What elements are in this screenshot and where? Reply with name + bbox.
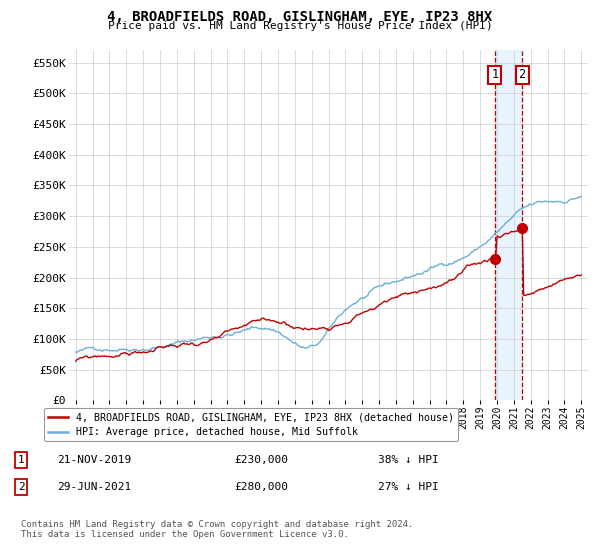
Text: Price paid vs. HM Land Registry's House Price Index (HPI): Price paid vs. HM Land Registry's House … bbox=[107, 21, 493, 31]
Bar bbox=[495, 50, 522, 400]
Text: 2: 2 bbox=[17, 482, 25, 492]
Text: 1: 1 bbox=[491, 68, 499, 81]
Text: 1: 1 bbox=[17, 455, 25, 465]
Text: Contains HM Land Registry data © Crown copyright and database right 2024.
This d: Contains HM Land Registry data © Crown c… bbox=[21, 520, 413, 539]
Text: £280,000: £280,000 bbox=[234, 482, 288, 492]
Text: 4, BROADFIELDS ROAD, GISLINGHAM, EYE, IP23 8HX: 4, BROADFIELDS ROAD, GISLINGHAM, EYE, IP… bbox=[107, 10, 493, 24]
Text: £230,000: £230,000 bbox=[234, 455, 288, 465]
Text: 21-NOV-2019: 21-NOV-2019 bbox=[57, 455, 131, 465]
Text: 29-JUN-2021: 29-JUN-2021 bbox=[57, 482, 131, 492]
Text: 2: 2 bbox=[518, 68, 526, 81]
Text: 27% ↓ HPI: 27% ↓ HPI bbox=[378, 482, 439, 492]
Text: 38% ↓ HPI: 38% ↓ HPI bbox=[378, 455, 439, 465]
Legend: 4, BROADFIELDS ROAD, GISLINGHAM, EYE, IP23 8HX (detached house), HPI: Average pr: 4, BROADFIELDS ROAD, GISLINGHAM, EYE, IP… bbox=[44, 408, 458, 441]
